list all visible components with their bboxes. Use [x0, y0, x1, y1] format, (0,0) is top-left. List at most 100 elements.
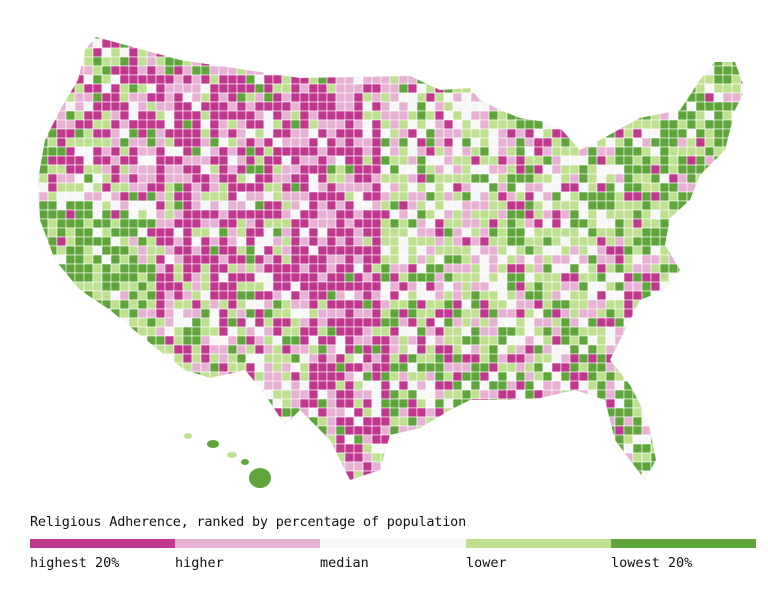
county-cell — [173, 371, 184, 382]
county-cell — [344, 461, 355, 472]
county-cell — [38, 398, 40, 409]
county-cell — [722, 425, 733, 436]
county-cell — [740, 335, 745, 346]
county-cell — [686, 65, 697, 76]
county-cell — [308, 110, 319, 121]
county-cell — [632, 137, 643, 148]
county-cell — [191, 362, 202, 373]
county-cell — [209, 461, 220, 472]
county-cell — [587, 146, 598, 157]
county-cell — [434, 353, 445, 364]
county-cell — [668, 389, 679, 400]
county-cell — [479, 389, 490, 400]
county-cell — [164, 209, 175, 220]
county-cell — [740, 317, 745, 328]
county-cell — [407, 317, 418, 328]
county-cell — [623, 290, 634, 301]
county-cell — [38, 317, 40, 328]
county-cell — [380, 146, 391, 157]
county-cell — [353, 443, 364, 454]
county-cell — [344, 470, 355, 480]
county-cell — [200, 227, 211, 238]
county-cell — [470, 137, 481, 148]
county-cell — [533, 101, 544, 112]
county-cell — [443, 380, 454, 391]
county-cell — [380, 470, 391, 480]
county-cell — [497, 452, 508, 463]
county-cell — [326, 110, 337, 121]
county-cell — [389, 398, 400, 409]
county-cell — [569, 299, 580, 310]
county-cell — [506, 344, 517, 355]
county-cell — [74, 353, 85, 364]
county-cell — [659, 470, 670, 480]
county-cell — [155, 65, 166, 76]
county-cell — [218, 119, 229, 130]
county-cell — [713, 155, 724, 166]
county-cell — [191, 227, 202, 238]
county-cell — [101, 83, 112, 94]
county-cell — [452, 119, 463, 130]
county-cell — [308, 299, 319, 310]
county-cell — [560, 128, 571, 139]
county-cell — [416, 452, 427, 463]
county-cell — [632, 254, 643, 265]
county-cell — [326, 470, 337, 480]
county-cell — [416, 209, 427, 220]
county-cell — [200, 272, 211, 283]
county-cell — [155, 119, 166, 130]
county-cell — [92, 200, 103, 211]
county-cell — [695, 326, 706, 337]
county-cell — [740, 65, 745, 76]
county-cell — [434, 290, 445, 301]
county-cell — [155, 74, 166, 85]
county-cell — [398, 101, 409, 112]
county-cell — [182, 47, 193, 58]
county-cell — [209, 308, 220, 319]
county-cell — [659, 65, 670, 76]
county-cell — [83, 182, 94, 193]
county-cell — [38, 173, 40, 184]
county-cell — [92, 182, 103, 193]
county-cell — [614, 38, 625, 49]
county-cell — [380, 236, 391, 247]
county-cell — [245, 83, 256, 94]
county-cell — [632, 164, 643, 175]
county-cell — [623, 308, 634, 319]
county-cell — [551, 281, 562, 292]
county-cell — [524, 353, 535, 364]
county-cell — [722, 308, 733, 319]
county-cell — [569, 470, 580, 480]
county-cell — [596, 236, 607, 247]
county-cell — [407, 452, 418, 463]
county-cell — [479, 155, 490, 166]
county-cell — [569, 209, 580, 220]
county-cell — [497, 209, 508, 220]
county-cell — [362, 137, 373, 148]
county-cell — [488, 173, 499, 184]
county-cell — [677, 335, 688, 346]
county-cell — [390, 489, 399, 498]
county-cell — [326, 272, 337, 283]
county-cell — [317, 227, 328, 238]
county-cell — [218, 101, 229, 112]
county-cell — [227, 92, 238, 103]
county-cell — [173, 335, 184, 346]
county-cell — [578, 272, 589, 283]
county-cell — [677, 92, 688, 103]
county-cell — [281, 461, 292, 472]
county-cell — [335, 218, 346, 229]
county-cell — [686, 227, 697, 238]
county-cell — [65, 317, 76, 328]
county-cell — [389, 110, 400, 121]
county-cell — [155, 389, 166, 400]
county-cell — [416, 290, 427, 301]
county-cell — [281, 155, 292, 166]
county-cell — [353, 470, 364, 480]
county-cell — [713, 398, 724, 409]
county-cell — [425, 434, 436, 445]
county-cell — [443, 74, 454, 85]
county-cell — [344, 74, 355, 85]
county-cell — [407, 470, 418, 480]
county-cell — [488, 434, 499, 445]
